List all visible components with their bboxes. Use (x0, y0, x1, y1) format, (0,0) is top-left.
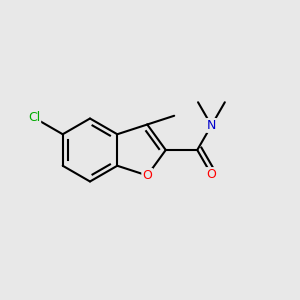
Text: N: N (207, 119, 216, 132)
Text: O: O (142, 169, 152, 182)
Text: O: O (206, 168, 216, 181)
Text: Cl: Cl (28, 111, 40, 124)
